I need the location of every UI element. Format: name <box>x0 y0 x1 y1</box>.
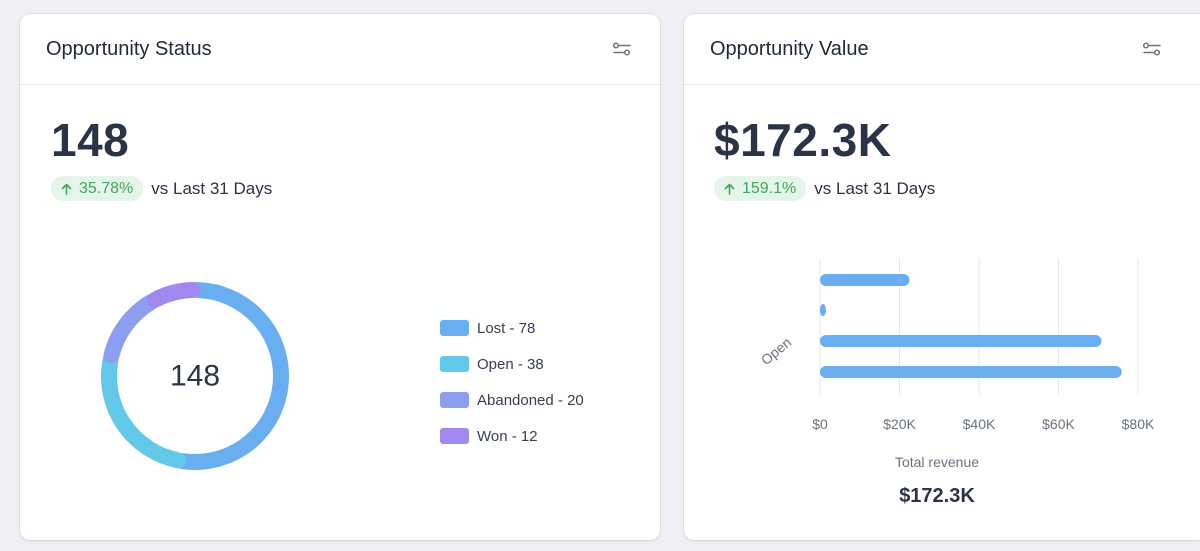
donut-segment-lost[interactable] <box>174 282 289 470</box>
card-title: Opportunity Value <box>710 37 869 60</box>
x-tick-label: $0 <box>812 416 828 432</box>
legend-swatch <box>440 428 469 444</box>
x-tick-label: $60K <box>1042 416 1075 432</box>
arrow-up-icon <box>724 183 735 195</box>
x-tick-label: $20K <box>883 416 916 432</box>
total-opportunities: 148 <box>51 114 130 166</box>
settings-button[interactable] <box>1140 37 1164 61</box>
legend-swatch <box>440 356 469 372</box>
bar-4[interactable] <box>820 366 1122 378</box>
donut-segment-abandoned[interactable] <box>103 294 159 364</box>
x-axis-label: Total revenue <box>895 454 979 470</box>
x-tick-label: $80K <box>1122 416 1155 432</box>
x-tick-label: $40K <box>963 416 996 432</box>
arrow-up-icon <box>61 183 72 195</box>
trend-label: vs Last 31 Days <box>814 178 936 198</box>
legend-label: Open - 38 <box>477 355 544 373</box>
trend-badge: 159.1% <box>714 176 807 201</box>
donut-center-label: 148 <box>170 360 220 393</box>
donut-legend: Lost - 78 Open - 38 Abandoned - 20 Won -… <box>440 310 584 454</box>
legend-item-abandoned[interactable]: Abandoned - 20 <box>440 382 584 418</box>
trend-row: 159.1% vs Last 31 Days <box>714 176 935 201</box>
card-header: Opportunity Value <box>684 14 1200 85</box>
bar-2[interactable] <box>820 304 826 316</box>
legend-item-lost[interactable]: Lost - 78 <box>440 310 584 346</box>
sliders-icon <box>612 42 631 56</box>
bar-3[interactable] <box>820 335 1102 347</box>
total-revenue-value: $172.3K <box>899 485 975 507</box>
trend-badge: 35.78% <box>51 176 144 201</box>
legend-item-open[interactable]: Open - 38 <box>440 346 584 382</box>
bar-1[interactable] <box>820 274 910 286</box>
legend-swatch <box>440 320 469 336</box>
legend-item-won[interactable]: Won - 12 <box>440 418 584 454</box>
legend-swatch <box>440 392 469 408</box>
settings-button[interactable] <box>610 37 634 61</box>
legend-label: Lost - 78 <box>477 319 536 337</box>
legend-label: Abandoned - 20 <box>477 391 584 409</box>
donut-chart: 148 <box>101 282 289 470</box>
trend-value: 35.78% <box>79 179 134 197</box>
trend-label: vs Last 31 Days <box>151 178 273 198</box>
card-title: Opportunity Status <box>46 37 212 60</box>
opportunity-status-card: Opportunity Status 148 35.78% vs Last 31… <box>20 14 660 540</box>
total-value: $172.3K <box>714 114 892 166</box>
sliders-icon <box>1142 42 1161 56</box>
trend-value: 159.1% <box>742 179 797 197</box>
donut-segment-open[interactable] <box>101 352 187 469</box>
opportunity-value-card: Opportunity Value $172.3K 159.1% vs Last… <box>684 14 1200 540</box>
legend-label: Won - 12 <box>477 427 538 445</box>
category-label: Open <box>758 334 795 368</box>
donut-segment-won[interactable] <box>147 282 201 308</box>
trend-row: 35.78% vs Last 31 Days <box>51 176 272 201</box>
bar-chart: $0 $20K $40K $60K $80K Open Total revenue $1… <box>758 258 1155 507</box>
card-header: Opportunity Status <box>20 14 660 85</box>
